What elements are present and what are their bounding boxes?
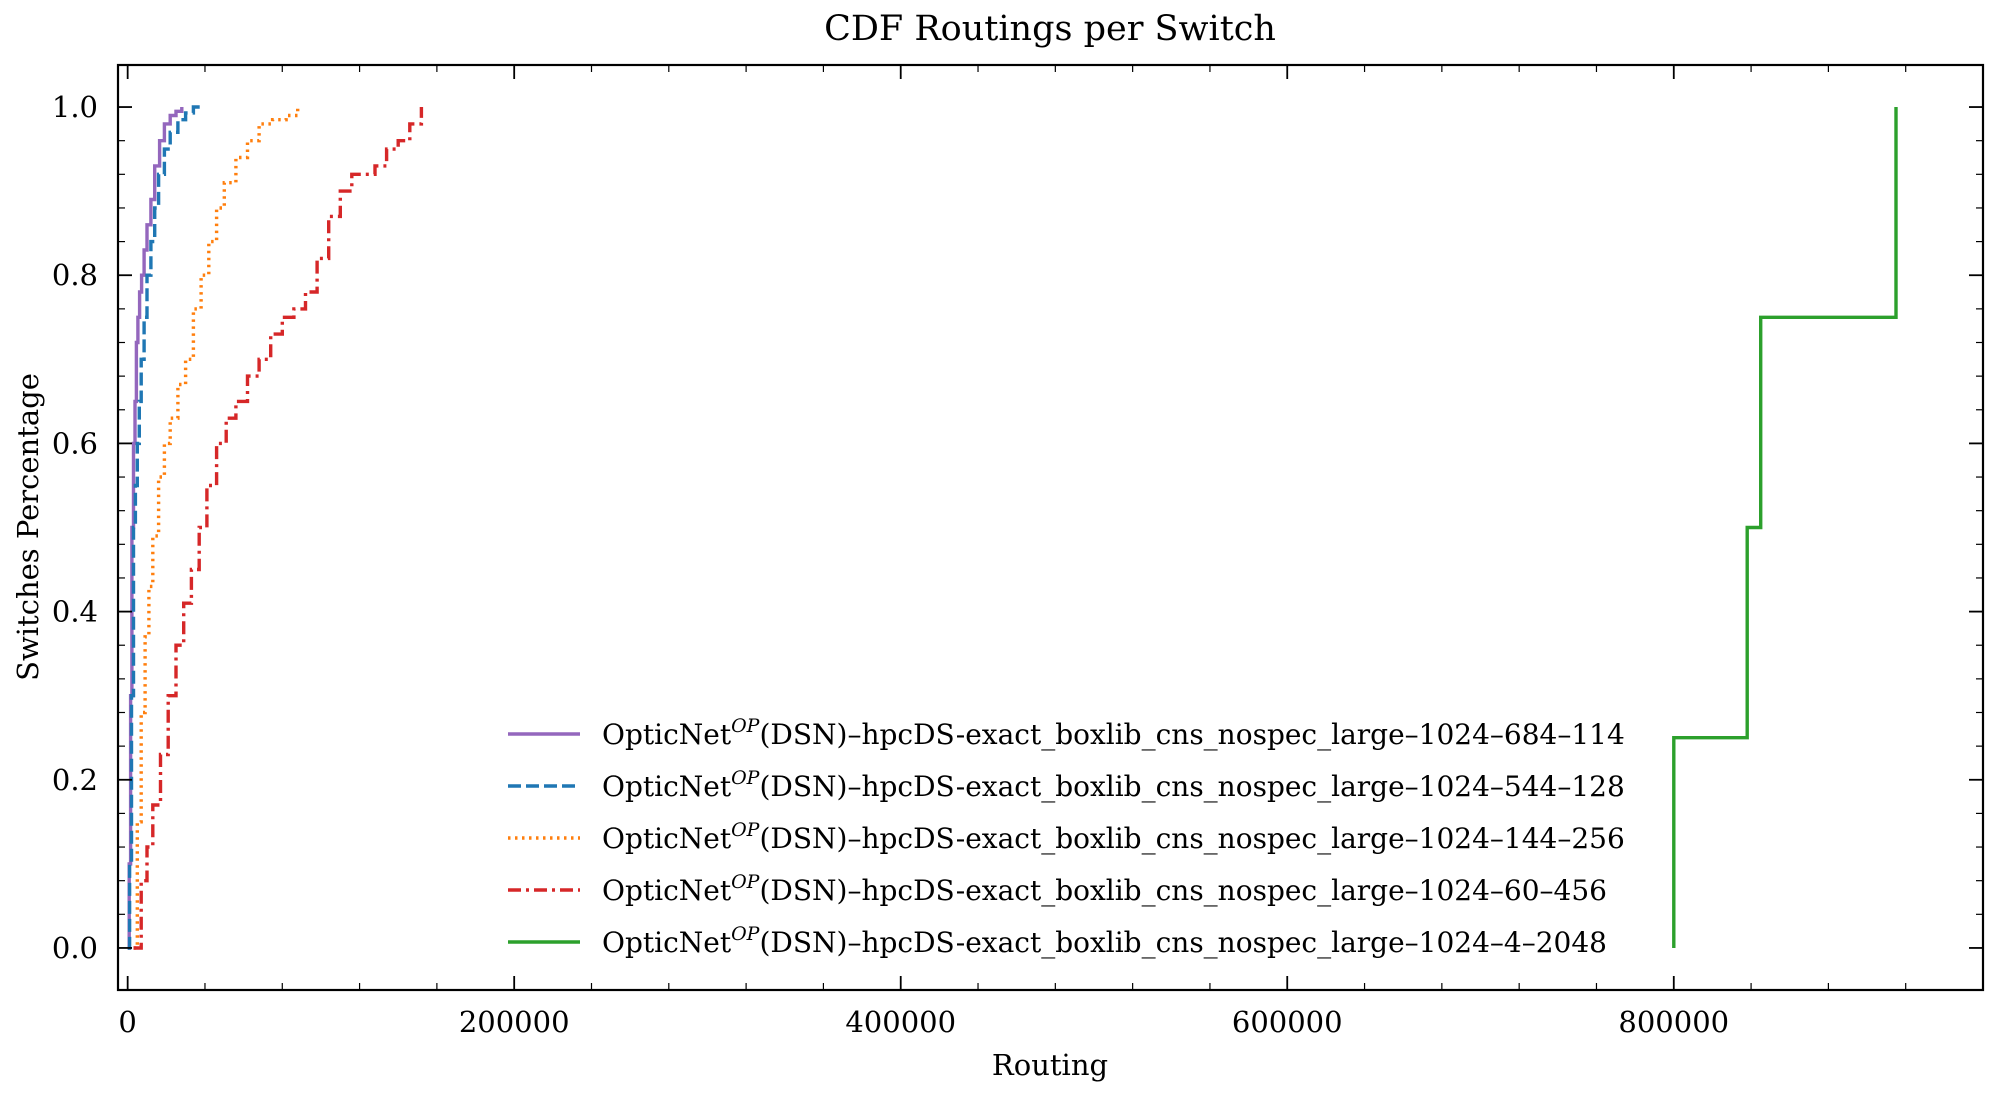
y-tick-label: 0.0 [52, 931, 98, 965]
legend-label-4: OpticNetOP(DSN)–hpcDS-exact_boxlib_cns_n… [602, 871, 1607, 907]
y-tick-label: 1.0 [52, 90, 98, 124]
chart-legend: OpticNetOP(DSN)–hpcDS-exact_boxlib_cns_n… [508, 715, 1625, 959]
y-tick-label: 0.2 [52, 763, 98, 797]
legend-label-2: OpticNetOP(DSN)–hpcDS-exact_boxlib_cns_n… [602, 767, 1625, 803]
tick-labels: 0 200000 400000 600000 800000 0.0 0.2 0.4 0.6 0.8… [52, 90, 1729, 1039]
y-axis-label: Switches Percentage [11, 373, 45, 681]
axis-ticks [118, 65, 1984, 990]
series-line-5 [1672, 107, 1898, 948]
legend-label-1: OpticNetOP(DSN)–hpcDS-exact_boxlib_cns_n… [602, 715, 1625, 751]
x-axis-label: Routing [992, 1048, 1108, 1082]
series-line-2 [127, 105, 202, 950]
x-tick-label: 0 [118, 1005, 136, 1039]
x-tick-label: 200000 [459, 1005, 570, 1039]
series-line-3 [133, 107, 300, 950]
y-tick-label: 0.4 [52, 595, 98, 629]
plot-frame [116, 63, 1985, 992]
plot-series-group [127, 105, 1898, 950]
x-tick-label: 400000 [845, 1005, 956, 1039]
legend-label-5: OpticNetOP(DSN)–hpcDS-exact_boxlib_cns_n… [602, 923, 1607, 959]
chart-title: CDF Routings per Switch [824, 9, 1276, 49]
y-tick-label: 0.6 [52, 426, 98, 460]
x-tick-label: 800000 [1618, 1005, 1729, 1039]
series-line-4 [133, 107, 424, 950]
x-tick-label: 600000 [1232, 1005, 1343, 1039]
y-tick-label: 0.8 [52, 258, 98, 292]
legend-label-3: OpticNetOP(DSN)–hpcDS-exact_boxlib_cns_n… [602, 819, 1625, 855]
